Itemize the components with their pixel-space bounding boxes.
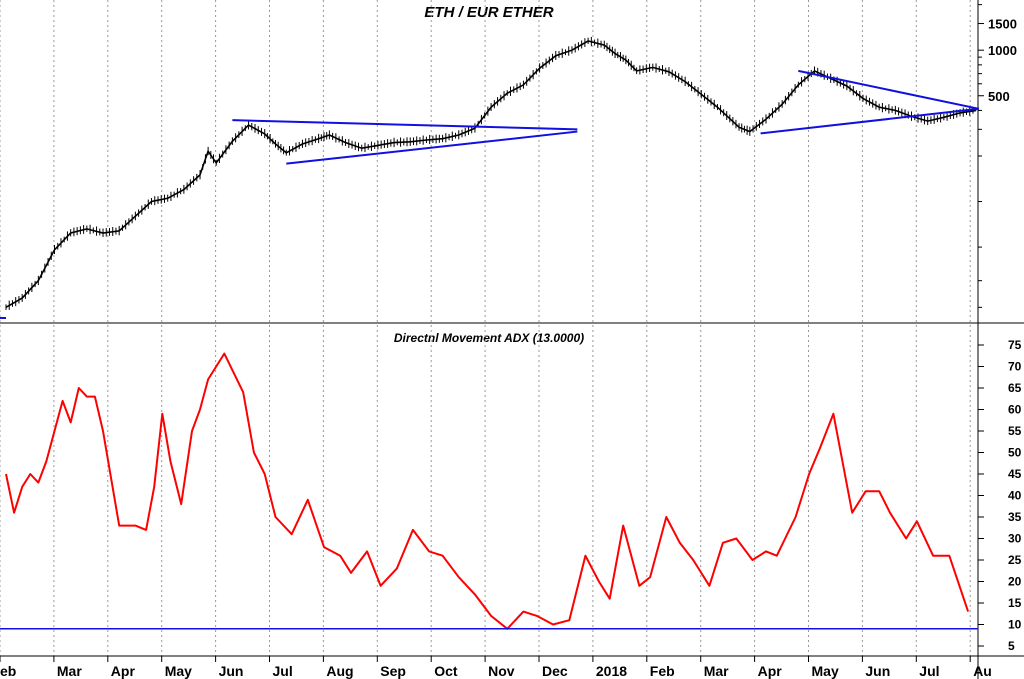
adx-line: [5, 352, 970, 630]
price-chart-title: ETH / EUR ETHER: [424, 4, 554, 21]
adx-y-tick-label: 70: [1008, 360, 1022, 374]
price-y-tick-label: 500: [988, 89, 1010, 104]
adx-y-tick-label: 5: [1008, 639, 1015, 653]
x-tick-label: Jun: [219, 663, 244, 679]
x-tick-label: Aug: [326, 663, 353, 679]
adx-y-tick-label: 15: [1008, 596, 1022, 610]
adx-y-tick-label: 75: [1008, 338, 1022, 352]
trendline: [798, 69, 980, 110]
grid-lines: [0, 0, 971, 656]
x-tick-label: Dec: [542, 663, 568, 679]
adx-y-tick-label: 55: [1008, 424, 1022, 438]
adx-y-tick-label: 20: [1008, 575, 1022, 589]
trendlines: [232, 69, 980, 165]
x-tick-label: Nov: [488, 663, 515, 679]
adx-y-tick-label: 40: [1008, 489, 1022, 503]
x-tick-label: Mar: [704, 663, 729, 679]
price-y-tick-label: 1000: [988, 43, 1017, 58]
x-tick-label: Apr: [758, 663, 783, 679]
adx-y-tick-label: 10: [1008, 618, 1022, 632]
adx-y-ticks: 75 70 65 60 55 50 45 40 35 30 25 20 15 10 5: [978, 338, 1022, 653]
adx-y-tick-label: 30: [1008, 532, 1022, 546]
x-tick-label: Jul: [919, 663, 939, 679]
price-y-ticks: 1500 1000 500: [978, 4, 1017, 308]
x-tick-label: May: [812, 663, 839, 679]
x-tick-label: Jun: [865, 663, 890, 679]
x-tick-label: Feb: [650, 663, 675, 679]
price-y-tick-label: 1500: [988, 17, 1017, 32]
x-tick-label: Jul: [273, 663, 293, 679]
x-tick-label: May: [165, 663, 192, 679]
adx-y-tick-label: 35: [1008, 510, 1022, 524]
trendline: [760, 107, 980, 135]
x-tick-label: 2018: [596, 663, 627, 679]
price-line: [5, 40, 977, 308]
trendline: [232, 119, 578, 131]
x-tick-label: Oct: [434, 663, 458, 679]
x-tick-label: Mar: [57, 663, 82, 679]
x-tick-label: eb: [0, 663, 16, 679]
x-tick-label: Au: [973, 663, 992, 679]
adx-chart-title: Directnl Movement ADX (13.0000): [393, 331, 585, 345]
x-ticks: eb Mar Apr May Jun Jul Aug Sep Oct Nov Dec 2018 Feb M…: [0, 656, 992, 679]
adx-y-tick-label: 25: [1008, 553, 1022, 567]
adx-y-tick-label: 65: [1008, 381, 1022, 395]
x-tick-label: Apr: [111, 663, 136, 679]
x-tick-label: Sep: [380, 663, 406, 679]
trendline: [286, 130, 578, 165]
adx-y-tick-label: 60: [1008, 403, 1022, 417]
adx-y-tick-label: 50: [1008, 446, 1022, 460]
adx-y-tick-label: 45: [1008, 467, 1022, 481]
price-series: [5, 36, 977, 310]
